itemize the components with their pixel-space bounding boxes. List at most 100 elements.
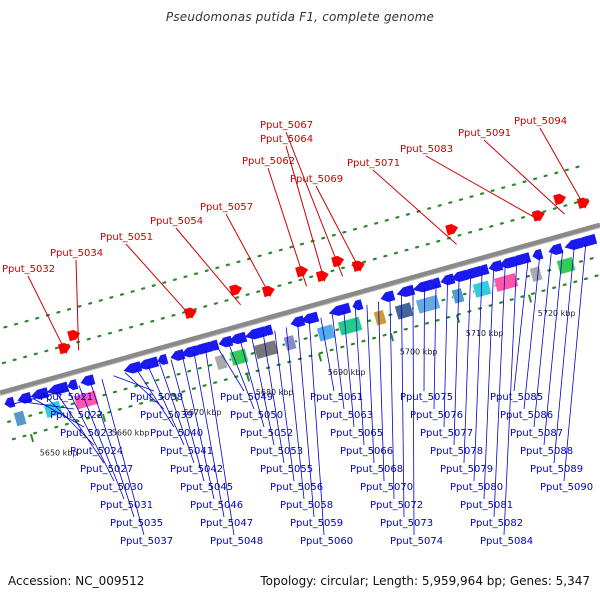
feature-block-icon <box>529 265 544 283</box>
feature-block-icon <box>337 316 363 337</box>
reverse-gene <box>328 302 352 316</box>
gene-label: Pput_5057 <box>200 202 253 213</box>
leader-line <box>285 327 305 500</box>
page-title: Pseudomonas putida F1, complete genome <box>165 10 435 24</box>
reverse-gene-icon <box>208 339 220 351</box>
gene-label: Pput_5062 <box>242 156 295 167</box>
reverse-gene-icon <box>290 315 306 328</box>
tick-mark <box>173 393 179 402</box>
forward-gene-icon <box>295 265 309 278</box>
reverse-gene <box>548 243 564 255</box>
reverse-gene-icon <box>508 252 532 266</box>
gene-label: Pput_5058 <box>280 500 333 511</box>
gene-label: Pput_5060 <box>300 536 353 547</box>
reverse-gene-icon <box>440 273 456 286</box>
leader-line <box>372 169 457 245</box>
gene-label: Pput_5048 <box>210 536 263 547</box>
leader-line <box>493 266 506 518</box>
leader-line <box>425 155 541 222</box>
genome-backbone-shadow <box>0 227 600 397</box>
feature-block-icon <box>373 309 388 327</box>
leader-line <box>453 278 460 446</box>
leader-line <box>124 372 165 410</box>
feature-block-icon <box>214 353 229 371</box>
gene-label: Pput_5067 <box>260 120 313 131</box>
gene-label: Pput_5032 <box>2 264 55 275</box>
tick-mark <box>317 353 323 362</box>
leader-line <box>285 131 344 277</box>
gene-label: Pput_5083 <box>400 144 453 155</box>
leader-line <box>67 388 115 482</box>
feature-block-icon <box>451 287 466 305</box>
leader-line <box>354 308 365 446</box>
gene-label: Pput_5061 <box>310 392 363 403</box>
reverse-gene-icon <box>396 284 416 298</box>
leader-line <box>239 340 265 428</box>
reverse-gene <box>262 324 274 336</box>
tick-mark <box>29 433 35 443</box>
reverse-gene <box>412 279 436 293</box>
gene-label: Pput_5041 <box>160 446 213 457</box>
forward-gene <box>229 284 243 296</box>
reverse-gene <box>17 391 33 404</box>
leader-line <box>378 301 385 482</box>
leader-line <box>315 185 362 272</box>
forward-gene <box>183 307 197 319</box>
gene-label: Pput_5021 <box>40 392 93 403</box>
reverse-gene-icon <box>430 277 442 289</box>
reverse-gene-icon <box>170 349 186 361</box>
leader-line <box>9 390 65 406</box>
feature-block-icon <box>394 301 414 321</box>
gene-label: Pput_5059 <box>290 518 343 529</box>
tick-label: 5670 kbp <box>184 408 222 417</box>
gene-label: Pput_5038 <box>130 392 183 403</box>
gene-label: Pput_5081 <box>460 500 513 511</box>
leader-line <box>366 304 375 464</box>
reverse-gene-icon <box>478 263 490 276</box>
tick-mark <box>527 294 533 303</box>
gene-label: Pput_5049 <box>220 392 273 403</box>
leader-line <box>320 317 335 392</box>
forward-gene <box>295 265 309 278</box>
reverse-gene <box>67 379 79 391</box>
leader-line <box>389 298 395 500</box>
leader-line <box>216 346 245 392</box>
gene-label: Pput_5065 <box>330 428 383 439</box>
leader-line <box>463 275 471 464</box>
leader-line <box>473 272 483 482</box>
tick-label: 5700 kbp <box>400 348 438 357</box>
leader-line <box>175 227 241 306</box>
gene-label: Pput_5030 <box>90 482 143 493</box>
gene-label: Pput_5052 <box>240 428 293 439</box>
leader-line <box>553 246 575 464</box>
forward-gene <box>445 223 459 236</box>
genome-summary: Topology: circular; Length: 5,959,964 bp… <box>260 574 590 588</box>
reverse-gene <box>228 331 248 345</box>
reverse-gene <box>30 387 50 400</box>
leader-line <box>483 269 495 500</box>
leader-line <box>543 249 564 446</box>
reverse-gene-icon <box>244 326 268 340</box>
gene-label: Pput_5047 <box>200 518 253 529</box>
reverse-gene-icon <box>67 379 79 391</box>
gene-label: Pput_5076 <box>410 410 463 421</box>
tick-label: 5650 kbp <box>40 449 78 458</box>
genome-backbone <box>0 222 600 396</box>
reverse-gene-icon <box>17 391 33 404</box>
leader-line <box>136 369 175 428</box>
reverse-gene <box>574 233 598 247</box>
forward-gene <box>531 210 545 222</box>
forward-gene-icon <box>576 197 590 209</box>
reverse-gene <box>80 374 96 387</box>
reverse-gene <box>430 277 442 289</box>
leader-line <box>147 365 185 446</box>
gene-label: Pput_5087 <box>510 428 563 439</box>
leader-line <box>193 353 225 518</box>
forward-gene <box>331 255 345 268</box>
leader-line <box>55 391 105 464</box>
gene-label: Pput_5068 <box>350 464 403 475</box>
reverse-gene <box>380 290 396 303</box>
leader-line <box>101 378 145 536</box>
reverse-gene <box>290 315 306 328</box>
feature-block-icon <box>73 390 99 411</box>
